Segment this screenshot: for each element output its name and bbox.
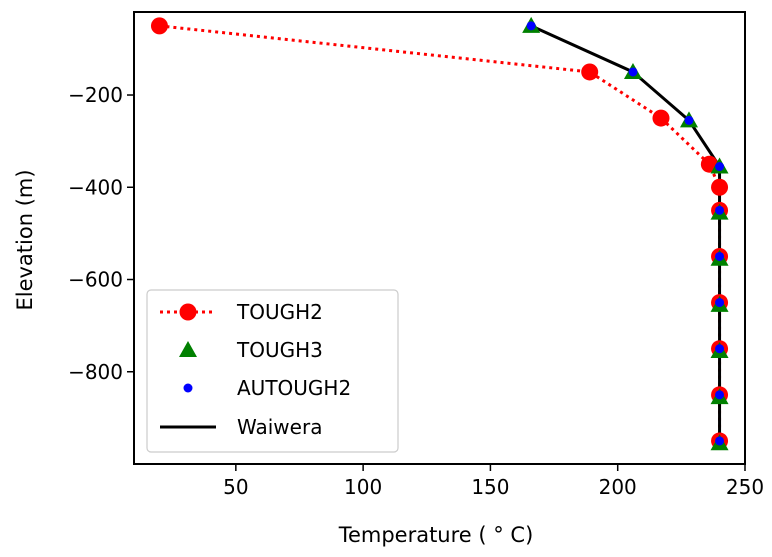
autough2-point xyxy=(684,115,694,125)
tough2-point xyxy=(652,109,670,127)
autough2-point xyxy=(715,251,725,261)
tough2-point xyxy=(581,63,599,81)
legend-box xyxy=(146,289,399,453)
legend-tough2-marker xyxy=(179,303,197,321)
legend-label: AUTOUGH2 xyxy=(237,376,351,400)
autough2-point xyxy=(715,390,725,400)
autough2-point xyxy=(715,298,725,308)
x-tick-label: 150 xyxy=(471,475,509,499)
legend-label: Waiwera xyxy=(237,415,322,439)
series-waiwera-line xyxy=(530,24,722,441)
autough2-point xyxy=(715,162,725,172)
y-tick-label: −600 xyxy=(68,268,123,292)
y-axis: −200 −400 −600 −800 xyxy=(68,83,134,384)
autough2-point xyxy=(628,67,638,77)
autough2-point xyxy=(526,21,536,31)
y-tick-label: −400 xyxy=(68,175,123,199)
autough2-point xyxy=(715,205,725,215)
legend: TOUGH2 TOUGH3 AUTOUGH2 Waiwera xyxy=(146,289,399,453)
x-tick-label: 200 xyxy=(599,475,637,499)
y-tick-label: −800 xyxy=(68,360,123,384)
y-axis-label: Elevation (m) xyxy=(13,169,37,310)
y-tick-label: −200 xyxy=(68,83,123,107)
x-axis: 50 100 150 200 250 xyxy=(223,464,764,499)
legend-label: TOUGH3 xyxy=(236,338,323,362)
plot-layer xyxy=(150,16,729,451)
legend-autough2-marker xyxy=(183,383,193,393)
x-axis-label: Temperature ( ° C) xyxy=(338,523,534,547)
tough2-point xyxy=(711,178,729,196)
legend-label: TOUGH2 xyxy=(236,300,323,324)
x-tick-label: 250 xyxy=(726,475,764,499)
x-tick-label: 50 xyxy=(223,475,248,499)
autough2-point xyxy=(715,436,725,446)
tough2-point xyxy=(150,17,168,35)
plot-frame xyxy=(133,11,746,465)
x-tick-label: 100 xyxy=(344,475,382,499)
legend-tough3-marker xyxy=(179,341,197,357)
autough2-point xyxy=(715,344,725,354)
